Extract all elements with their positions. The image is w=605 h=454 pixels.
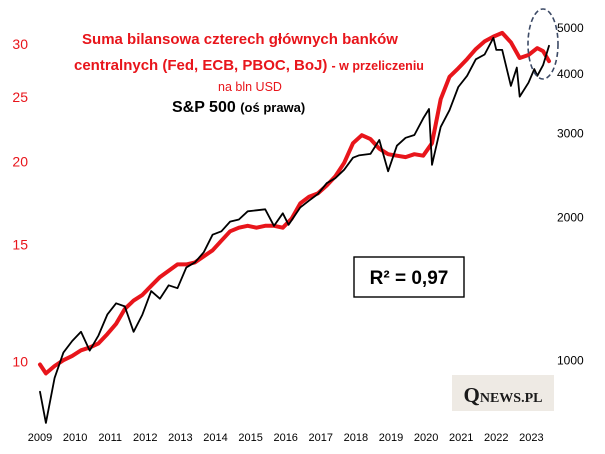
- x-tick-label: 2023: [519, 432, 543, 444]
- x-axis-ticks: 2009 2010 2011 2012 2013 2014 2015 2016 2017 2018…: [28, 432, 544, 444]
- chart-title-line1: Suma bilansowa czterech głównych banków: [82, 31, 398, 48]
- right-tick-label: 2000: [557, 210, 584, 224]
- x-tick-label: 2009: [28, 432, 52, 444]
- x-tick-label: 2017: [309, 432, 333, 444]
- x-tick-label: 2012: [133, 432, 157, 444]
- left-tick-label: 30: [12, 36, 28, 52]
- x-tick-label: 2022: [484, 432, 508, 444]
- x-tick-label: 2020: [414, 432, 438, 444]
- x-tick-label: 2016: [273, 432, 297, 444]
- left-tick-label: 15: [12, 236, 28, 252]
- right-tick-label: 1000: [557, 354, 584, 368]
- left-tick-label: 20: [12, 153, 28, 169]
- chart-title-suffix: - w przeliczeniu: [332, 59, 424, 73]
- right-tick-label: 3000: [557, 127, 584, 141]
- sp500-line: [39, 36, 550, 424]
- right-tick-label: 5000: [557, 21, 584, 35]
- highlight-ellipse: [527, 8, 559, 80]
- logo-text: QNEWS.PL: [464, 383, 543, 407]
- x-tick-label: 2010: [63, 432, 87, 444]
- series-label: S&P 500 (oś prawa): [172, 99, 305, 116]
- r-squared-box: [353, 256, 465, 298]
- series-label-name: S&P 500: [172, 99, 236, 116]
- logo-q: Q: [464, 383, 480, 407]
- left-tick-label: 25: [12, 89, 28, 105]
- series-label-suffix: (oś prawa): [240, 100, 305, 115]
- x-tick-label: 2018: [344, 432, 368, 444]
- x-tick-label: 2019: [379, 432, 403, 444]
- series-layer: [38, 30, 551, 424]
- right-tick-label: 4000: [557, 67, 584, 81]
- balance-sheet-line: [38, 30, 551, 376]
- logo-box: [452, 375, 554, 411]
- left-axis-ticks: 30 25 20 15 10: [12, 36, 28, 369]
- x-tick-label: 2021: [449, 432, 473, 444]
- logo-rest: NEWS.PL: [480, 391, 543, 406]
- x-tick-label: 2011: [98, 432, 122, 444]
- r-squared-label: R² = 0,97: [370, 268, 449, 289]
- x-tick-label: 2014: [203, 432, 227, 444]
- x-tick-label: 2013: [168, 432, 192, 444]
- chart-subtitle: na bln USD: [218, 80, 282, 94]
- chart-title-line2: centralnych (Fed, ECB, PBOC, BoJ) - w pr…: [74, 57, 424, 74]
- right-axis-ticks: 5000 4000 3000 2000 1000: [557, 21, 584, 368]
- x-tick-label: 2015: [238, 432, 262, 444]
- left-tick-label: 10: [12, 354, 28, 370]
